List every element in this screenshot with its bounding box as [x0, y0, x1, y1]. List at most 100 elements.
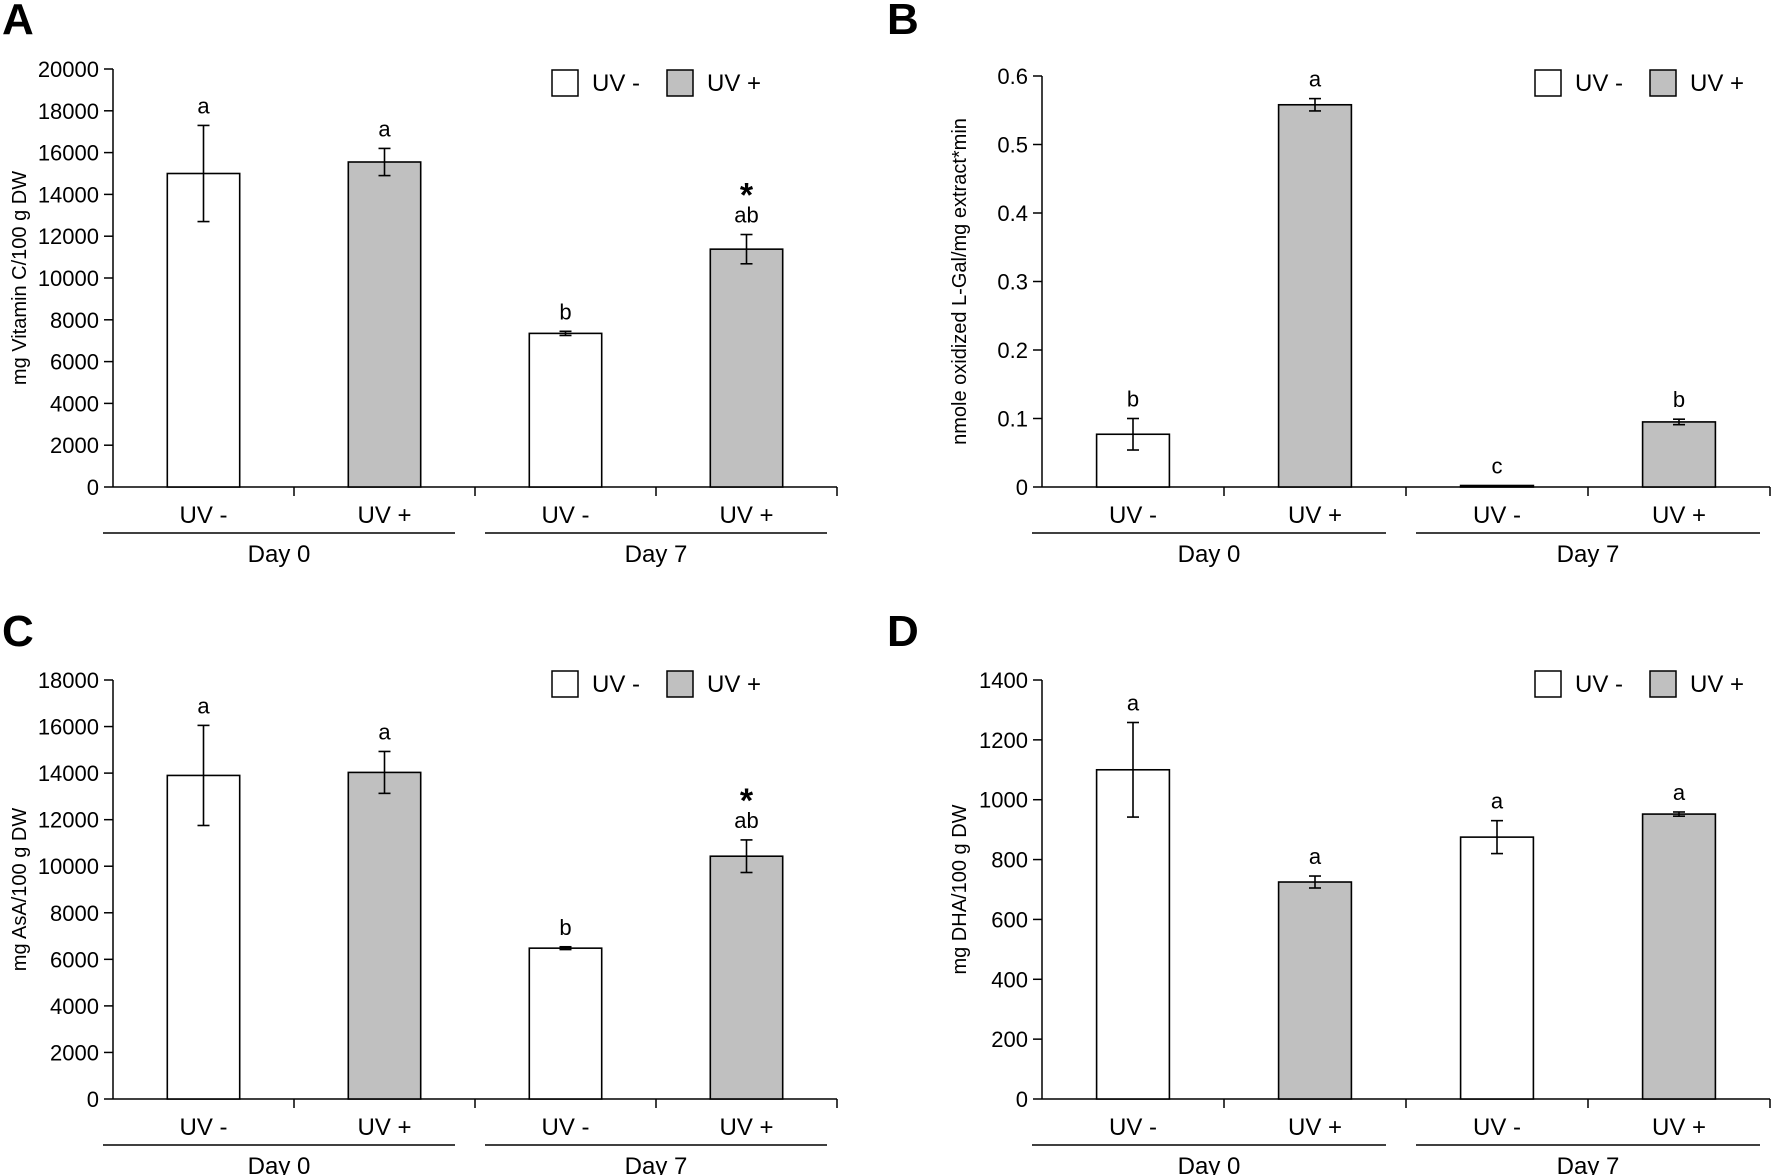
x-category-label: UV +	[357, 502, 411, 529]
legend-label: UV -	[592, 70, 640, 97]
y-tick-label: 10000	[38, 854, 99, 879]
legend-swatch	[1534, 69, 1562, 97]
significance-letter: b	[1127, 387, 1139, 412]
x-category-label: UV +	[1652, 1114, 1706, 1141]
y-tick-label: 2000	[50, 433, 99, 458]
legend-swatch	[1649, 69, 1677, 97]
legend-swatch	[551, 670, 579, 698]
y-tick-label: 12000	[38, 224, 99, 249]
legend-swatch	[1534, 670, 1562, 698]
y-axis-title: mg DHA/100 g DW	[949, 804, 971, 974]
y-tick-label: 6000	[50, 947, 99, 972]
significance-letter: a	[197, 693, 210, 718]
legend: UV - UV +	[551, 670, 761, 698]
bar	[347, 161, 422, 488]
legend-label: UV +	[1690, 671, 1744, 698]
y-tick-label: 2000	[50, 1040, 99, 1065]
y-tick-label: 1200	[979, 728, 1028, 753]
significance-letter: b	[1673, 387, 1685, 412]
x-category-label: UV +	[1288, 1114, 1342, 1141]
legend-label: UV +	[707, 70, 761, 97]
x-category-label: UV -	[1109, 1114, 1157, 1141]
panel-letter: D	[887, 607, 919, 656]
significance-letter: ab	[734, 808, 758, 833]
y-tick-label: 4000	[50, 994, 99, 1019]
y-tick-label: 0.3	[997, 270, 1028, 295]
bar	[1641, 813, 1717, 1100]
x-category-label: UV -	[180, 1114, 228, 1141]
x-group-label: Day 7	[1557, 1153, 1620, 1175]
panel-letter: A	[2, 0, 34, 44]
y-tick-label: 8000	[50, 901, 99, 926]
significance-letter: c	[1492, 454, 1503, 479]
significance-letter: a	[1309, 67, 1322, 92]
panel-d: D 0 200 400 600 800 1000 1200 1400 mg DHA/100 g D…	[887, 607, 1771, 1175]
y-tick-label: 4000	[50, 391, 99, 416]
y-tick-label: 6000	[50, 350, 99, 375]
panel-a: A 0 2000 4000 6000 8000 10000 12000 14000 16000 18…	[2, 0, 838, 568]
y-axis-title: mg AsA/100 g DW	[9, 808, 31, 972]
significance-letter: a	[378, 719, 391, 744]
x-category-label: UV +	[357, 1114, 411, 1141]
y-tick-label: 0	[1016, 475, 1028, 500]
y-tick-label: 0	[1016, 1087, 1028, 1112]
x-category-label: UV +	[719, 1114, 773, 1141]
y-tick-label: 1400	[979, 668, 1028, 693]
x-category-label: UV -	[1473, 1114, 1521, 1141]
y-tick-label: 600	[991, 907, 1028, 932]
y-tick-label: 18000	[38, 99, 99, 124]
legend-label: UV +	[707, 671, 761, 698]
y-tick-label: 16000	[38, 715, 99, 740]
y-axis-title: mg Vitamin C/100 g DW	[9, 171, 31, 385]
legend: UV - UV +	[1534, 670, 1744, 698]
x-category-label: UV +	[1652, 502, 1706, 529]
bar	[709, 855, 784, 1100]
significance-letter: a	[1673, 780, 1686, 805]
bar	[528, 332, 603, 488]
y-tick-label: 12000	[38, 808, 99, 833]
y-tick-label: 0.6	[997, 64, 1028, 89]
x-category-label: UV -	[1109, 502, 1157, 529]
y-tick-label: 10000	[38, 266, 99, 291]
significance-letter: b	[559, 299, 571, 324]
legend-label: UV -	[592, 671, 640, 698]
legend-label: UV -	[1575, 70, 1623, 97]
y-tick-label: 8000	[50, 308, 99, 333]
x-category-label: UV -	[542, 1114, 590, 1141]
y-tick-label: 200	[991, 1027, 1028, 1052]
y-tick-label: 14000	[38, 761, 99, 786]
y-tick-label: 1000	[979, 788, 1028, 813]
panel-letter: C	[2, 607, 34, 656]
significance-letter: b	[559, 915, 571, 940]
x-group-label: Day 0	[248, 541, 311, 568]
legend: UV - UV +	[1534, 69, 1744, 97]
x-group-label: Day 7	[1557, 541, 1620, 568]
bar	[1277, 103, 1353, 488]
x-category-label: UV +	[719, 502, 773, 529]
legend-swatch	[666, 69, 694, 97]
y-tick-label: 0.2	[997, 338, 1028, 363]
x-category-label: UV -	[1473, 502, 1521, 529]
legend-label: UV +	[1690, 70, 1744, 97]
significance-letter: a	[1309, 844, 1322, 869]
bar	[1095, 768, 1171, 1100]
significance-letter: a	[1491, 789, 1504, 814]
significance-letter: a	[378, 116, 391, 141]
x-group-label: Day 7	[625, 541, 688, 568]
y-tick-label: 20000	[38, 57, 99, 82]
x-group-label: Day 0	[248, 1153, 311, 1175]
y-tick-label: 0.5	[997, 133, 1028, 158]
x-category-label: UV -	[542, 502, 590, 529]
y-tick-label: 0.4	[997, 201, 1028, 226]
bar	[1277, 881, 1353, 1100]
legend: UV - UV +	[551, 69, 761, 97]
y-tick-label: 800	[991, 848, 1028, 873]
legend-swatch	[1649, 670, 1677, 698]
bar	[709, 248, 784, 488]
x-category-label: UV +	[1288, 502, 1342, 529]
x-group-label: Day 0	[1178, 541, 1241, 568]
bar	[528, 947, 603, 1100]
x-group-label: Day 7	[625, 1153, 688, 1175]
panel-letter: B	[887, 0, 919, 44]
x-category-label: UV -	[180, 502, 228, 529]
